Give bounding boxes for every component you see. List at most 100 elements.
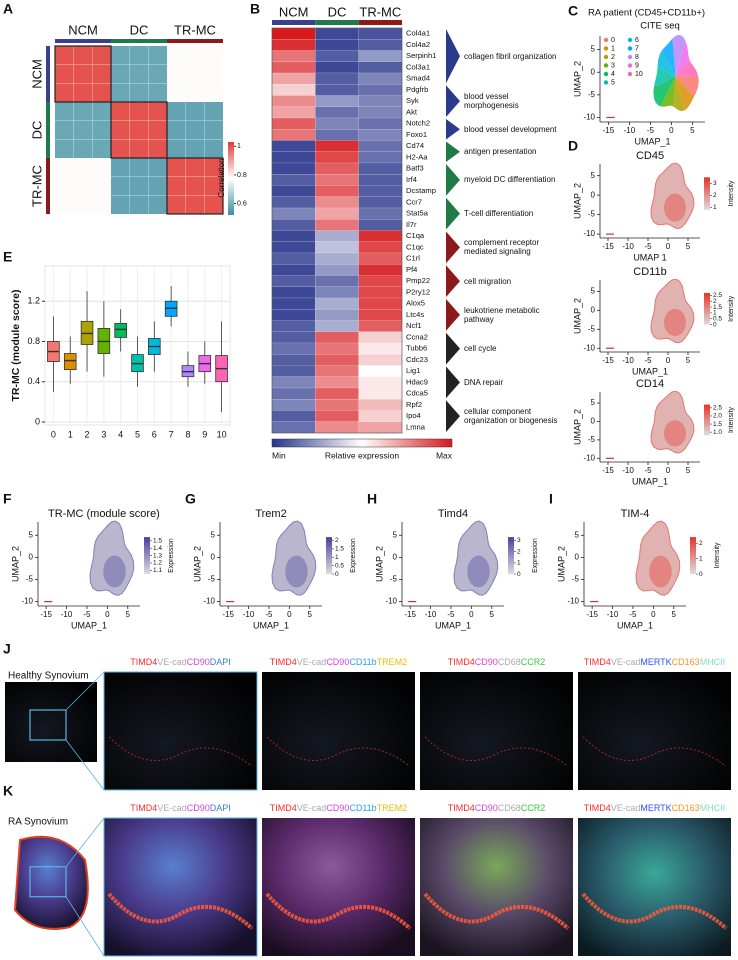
y-tick-label: -10 xyxy=(583,343,595,352)
term-box: cell cycle xyxy=(464,344,496,353)
panel-letter: K xyxy=(3,783,13,799)
legend-label: 4 xyxy=(611,71,615,78)
go-term: T-cell differentiation xyxy=(464,209,534,219)
y-tick-label: -5 xyxy=(588,435,596,444)
colorbar-tick-label: 1.5 xyxy=(713,304,722,311)
gene-label: Dcstamp xyxy=(406,186,436,195)
cell-cloud xyxy=(673,76,685,112)
microscopy-image xyxy=(578,672,731,790)
x-tick-label: 5 xyxy=(686,356,691,365)
x-tick-label: 4 xyxy=(118,429,123,439)
x-axis-label: UMAP_1 xyxy=(435,620,471,630)
cell-cloud-core xyxy=(664,420,686,447)
box xyxy=(63,353,77,371)
y-tick-label: -5 xyxy=(390,575,398,584)
y-tick-label: 0 xyxy=(211,552,216,561)
colorbar-tick-label: 2 xyxy=(713,192,717,199)
x-tick-label: -10 xyxy=(622,356,634,365)
heatmap-cell xyxy=(315,399,359,411)
term-arrow xyxy=(446,141,460,162)
colorbar-tick-label: 1.5 xyxy=(713,421,722,428)
column-label: NCM xyxy=(68,22,98,37)
stain-label: TIMD4CD90CD68CCR2 xyxy=(448,657,546,667)
legend-dot xyxy=(603,54,609,60)
colorbar-tick-label: 2 xyxy=(699,540,703,547)
stain-name: CD90 xyxy=(475,803,498,813)
x-tick-label: -5 xyxy=(447,610,455,619)
x-tick-label: 0 xyxy=(666,242,671,251)
heatmap-cell xyxy=(358,387,403,400)
stain-name: MERTK xyxy=(640,657,671,667)
x-tick-label: -10 xyxy=(624,126,636,135)
colorbar-tick-label: 0 xyxy=(335,571,339,578)
heatmap-cell xyxy=(271,309,316,321)
colorbar-tick-label: 1.4 xyxy=(153,545,162,552)
heatmap-cell xyxy=(358,95,403,107)
stain-name: TIMD4 xyxy=(270,803,297,813)
colorbar-tick-label: 0 xyxy=(699,571,703,578)
block-outline xyxy=(54,45,112,103)
y-tick-label: 0 xyxy=(591,305,596,314)
heatmap-cell xyxy=(315,264,359,276)
heatmap-cell xyxy=(358,72,403,85)
heatmap-cell xyxy=(315,320,359,332)
stain-label: TIMD4VE-cadMERTKCD163MHCII xyxy=(584,803,725,813)
go-term: myeloid DC differentiation xyxy=(464,175,556,185)
colorbar-title: Expression xyxy=(350,538,357,573)
stain-name: CCR2 xyxy=(521,657,546,667)
term-box: myeloid DC differentiation xyxy=(464,175,556,185)
gene-label: Pdgfrb xyxy=(406,85,428,94)
heatmap-cell xyxy=(358,252,403,265)
heatmap-cell xyxy=(271,399,316,411)
overview-image xyxy=(5,682,97,762)
column-label: NCM xyxy=(279,4,309,19)
heatmap-cell xyxy=(358,264,403,276)
heatmap-cell xyxy=(271,354,316,366)
stain-name: VE-cad xyxy=(157,803,187,813)
x-tick-label: -10 xyxy=(622,466,634,475)
heatmap-cell xyxy=(111,158,167,214)
stain-name: CCR2 xyxy=(521,803,546,813)
heatmap-cell xyxy=(271,151,316,164)
x-tick-label: 0 xyxy=(105,610,110,619)
gene-label: Serpinh1 xyxy=(406,51,436,60)
colorbar-label: Relative expression xyxy=(325,450,399,460)
gene-label: Ncf1 xyxy=(406,321,422,330)
sample-label: RA Synovium xyxy=(8,817,68,828)
colorbar-tick-label: 1.5 xyxy=(335,546,344,553)
cell-cloud-core xyxy=(664,308,686,337)
cell-cloud xyxy=(653,76,676,107)
colorbar-tick-label: 0 xyxy=(517,571,521,578)
y-axis-label: UMAP_2 xyxy=(374,546,384,582)
x-tick-label: -15 xyxy=(222,610,234,619)
y-axis-label: UMAP_2 xyxy=(572,183,582,219)
inset-link xyxy=(65,896,105,957)
heatmap-cell xyxy=(358,84,403,96)
heatmap-cell xyxy=(271,72,316,85)
heatmap-cell xyxy=(167,158,223,214)
panel-letter: C xyxy=(568,3,578,19)
legend-dot xyxy=(603,37,609,43)
heatmap-cell xyxy=(271,219,316,231)
colorbar xyxy=(326,537,332,575)
cell-cloud xyxy=(662,38,676,77)
colorbar-title: Intensity xyxy=(728,180,735,207)
stain-name: CD68 xyxy=(498,803,521,813)
heatmap-cell xyxy=(358,207,403,220)
gene-label: Rpf2 xyxy=(406,400,422,409)
heatmap-cell xyxy=(315,72,359,85)
x-tick-label: -5 xyxy=(644,356,652,365)
heatmap-cell xyxy=(315,219,359,231)
heatmap-cell xyxy=(358,61,403,74)
heatmap-cell xyxy=(271,196,316,209)
y-tick-label: 5 xyxy=(575,530,580,539)
heatmap-cell xyxy=(358,151,403,164)
tissue-edge xyxy=(582,736,727,767)
heatmap-cell xyxy=(55,158,111,214)
heatmap-cell xyxy=(358,39,403,51)
inset-link xyxy=(65,739,105,791)
term-box: blood vessel development xyxy=(464,125,557,134)
x-tick-label: 0 xyxy=(469,610,474,619)
term-box: antigen presentation xyxy=(464,147,537,156)
gene-label: Ccr7 xyxy=(406,197,422,206)
